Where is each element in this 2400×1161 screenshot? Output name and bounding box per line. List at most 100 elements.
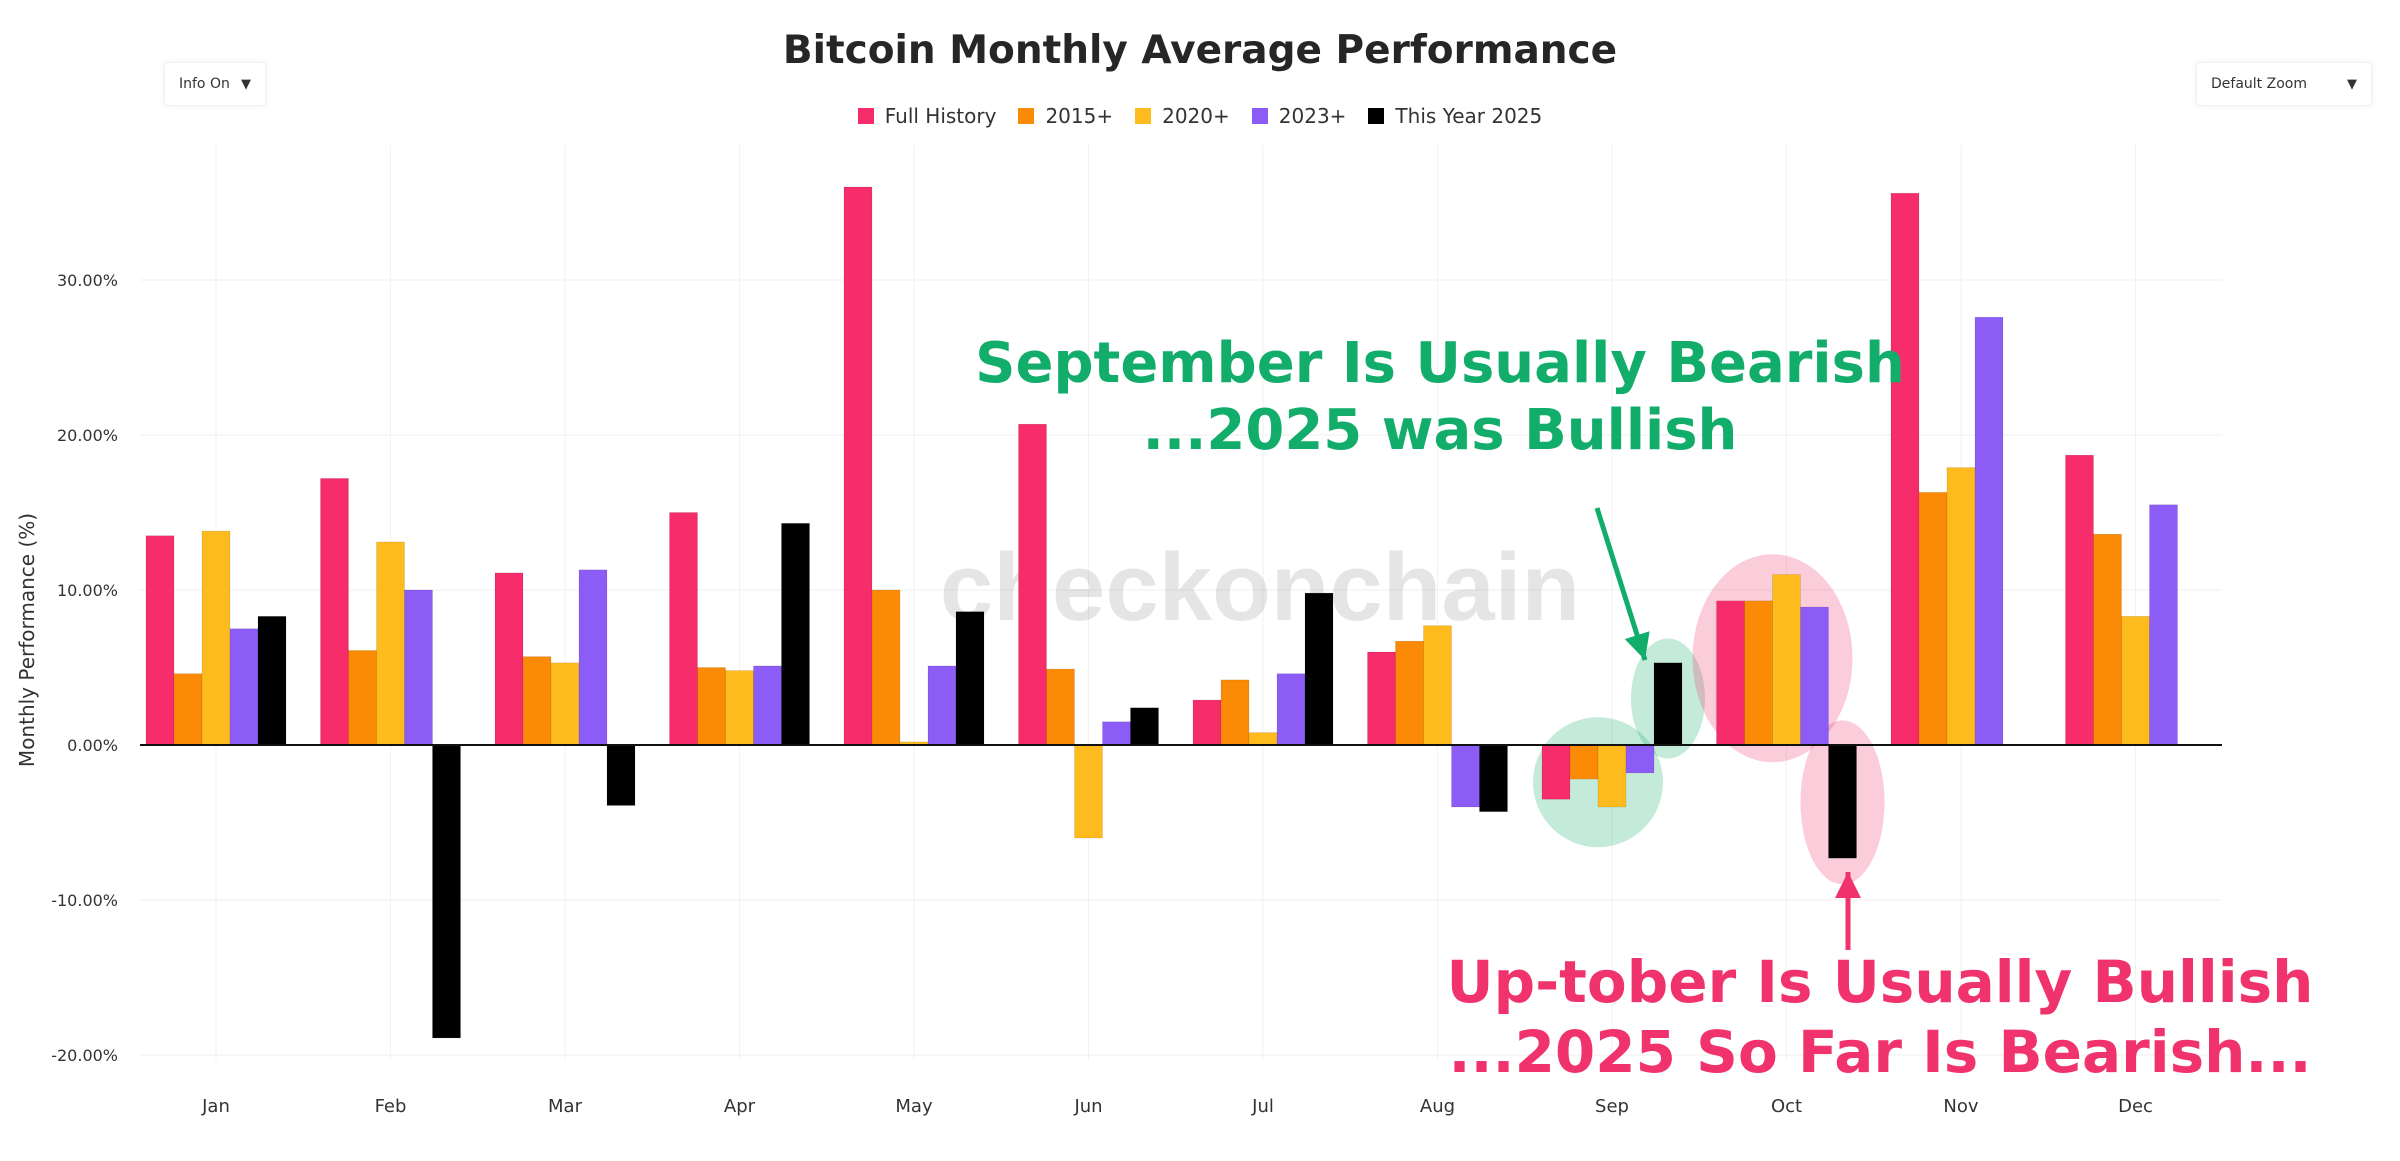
legend-item-2023[interactable]: 2023+ (1251, 104, 1347, 128)
bar-2023--jul[interactable] (1276, 673, 1306, 746)
bar-2015--mar[interactable] (522, 656, 552, 746)
y-tick-label: 20.00% (57, 426, 118, 445)
bar-full-history-aug[interactable] (1367, 651, 1396, 746)
legend-item-full-history[interactable]: Full History (857, 104, 996, 128)
x-tick-label: Jul (1251, 1096, 1274, 1117)
bar-2015--sep[interactable] (1569, 744, 1599, 780)
legend-item-this-year[interactable]: This Year 2025 (1368, 104, 1542, 128)
bar-2020--feb[interactable] (376, 541, 405, 746)
october-arrow (1835, 872, 1861, 950)
bar-full-history-oct[interactable] (1716, 600, 1745, 746)
y-axis-label: Monthly Performance (%) (15, 513, 39, 767)
bar-2023--oct[interactable] (1800, 606, 1829, 746)
september-arrow (1594, 507, 1650, 661)
bar-2023--apr[interactable] (753, 665, 782, 746)
y-tick-label: -20.00% (51, 1046, 118, 1065)
bar-this-year-2025-jul[interactable] (1304, 592, 1334, 746)
bar-full-history-may[interactable] (843, 186, 873, 746)
bar-this-year-2025-aug[interactable] (1479, 744, 1508, 812)
legend-label: This Year 2025 (1395, 104, 1543, 128)
bar-full-history-apr[interactable] (669, 512, 698, 746)
bar-2015--aug[interactable] (1395, 640, 1424, 746)
bar-this-year-2025-feb[interactable] (432, 744, 461, 1039)
bar-2015--nov[interactable] (1918, 492, 1948, 746)
legend-swatch (1368, 108, 1385, 124)
zoom-dropdown[interactable]: Default Zoom ▼ (2196, 62, 2372, 106)
bar-full-history-jun[interactable] (1018, 423, 1047, 746)
legend-item-2020[interactable]: 2020+ (1135, 104, 1230, 128)
x-tick-label: Feb (375, 1096, 407, 1117)
zoom-label: Default Zoom (2211, 76, 2307, 92)
bar-2015--apr[interactable] (697, 667, 726, 746)
chart-legend: Full History 2015+ 2020+ 2023+ This Year… (0, 104, 2400, 128)
bar-2023--aug[interactable] (1451, 744, 1480, 808)
bar-2023--sep[interactable] (1625, 744, 1655, 774)
y-tick-label: 30.00% (57, 271, 118, 290)
bar-this-year-2025-jun[interactable] (1130, 707, 1159, 746)
bar-2015--jan[interactable] (173, 673, 203, 746)
bar-2020--mar[interactable] (550, 662, 580, 746)
bar-full-history-sep[interactable] (1541, 744, 1571, 800)
bar-2020--oct[interactable] (1772, 574, 1801, 746)
chart-axes: -20.00% -10.00% 0.00% 10.00% 20.00% 30.00% Jan… (51, 271, 2153, 1117)
bar-full-history-jan[interactable] (145, 535, 175, 746)
x-tick-label: Nov (1943, 1096, 1978, 1117)
annotation-arrows (1594, 507, 1861, 950)
bar-2015--dec[interactable] (2093, 533, 2122, 746)
x-tick-label: Aug (1420, 1096, 1455, 1117)
legend-label: 2023+ (1278, 104, 1347, 128)
chart-title: Bitcoin Monthly Average Performance (782, 28, 1618, 73)
bar-this-year-2025-sep[interactable] (1653, 662, 1683, 746)
october-annotation: Up-tober Is Usually Bullish ...2025 So F… (1420, 948, 2340, 1087)
bar-2020--sep[interactable] (1597, 744, 1627, 808)
september-annotation: September Is Usually Bearish ...2025 was… (940, 330, 1940, 464)
bar-this-year-2025-jan[interactable] (257, 616, 287, 746)
bar-2015--oct[interactable] (1744, 600, 1773, 746)
bar-this-year-2025-apr[interactable] (781, 523, 810, 746)
bar-full-history-mar[interactable] (494, 572, 524, 746)
legend-swatch (1018, 108, 1035, 124)
legend-label: 2015+ (1045, 104, 1114, 128)
bar-2020--dec[interactable] (2121, 616, 2150, 746)
chevron-down-icon: ▼ (241, 76, 251, 92)
september-annotation-line-2: ...2025 was Bullish (1142, 398, 1738, 464)
info-toggle-label: Info On (179, 76, 230, 92)
legend-swatch (857, 108, 874, 124)
bar-this-year-2025-oct[interactable] (1828, 744, 1857, 859)
x-tick-label: Jun (1073, 1096, 1102, 1117)
legend-item-2015[interactable]: 2015+ (1018, 104, 1113, 128)
watermark: checkonchain (940, 534, 1580, 641)
bar-2020--nov[interactable] (1946, 467, 1976, 746)
bar-2023--feb[interactable] (404, 589, 433, 746)
bar-2023--mar[interactable] (578, 569, 608, 746)
bar-2015--jun[interactable] (1046, 668, 1075, 746)
bar-this-year-2025-may[interactable] (955, 611, 985, 746)
bar-2023--jan[interactable] (229, 628, 259, 746)
bar-2020--jul[interactable] (1248, 732, 1278, 746)
bar-2023--nov[interactable] (1974, 316, 2004, 746)
bar-this-year-2025-mar[interactable] (606, 744, 636, 806)
chevron-down-icon: ▼ (2347, 76, 2357, 92)
bar-2015--jul[interactable] (1220, 679, 1250, 746)
legend-label: 2020+ (1162, 104, 1230, 128)
bar-2023--may[interactable] (927, 665, 957, 746)
bar-2023--jun[interactable] (1102, 721, 1131, 746)
bar-full-history-jul[interactable] (1192, 699, 1222, 746)
bar-2023--dec[interactable] (2149, 504, 2178, 746)
bar-2015--feb[interactable] (348, 650, 377, 746)
bar-2020--aug[interactable] (1423, 625, 1452, 746)
bar-full-history-nov[interactable] (1890, 192, 1920, 746)
info-toggle-dropdown[interactable]: Info On ▼ (164, 62, 266, 106)
bar-2020--jun[interactable] (1074, 744, 1103, 839)
x-tick-label: Jan (201, 1096, 230, 1117)
x-tick-label: Apr (724, 1096, 756, 1117)
september-annotation-line-1: September Is Usually Bearish (975, 331, 1905, 396)
bar-2020--jan[interactable] (201, 530, 231, 746)
bar-2020--apr[interactable] (725, 670, 754, 746)
x-tick-label: Dec (2118, 1096, 2153, 1117)
bar-full-history-feb[interactable] (320, 478, 349, 746)
october-annotation-line-2: ...2025 So Far Is Bearish... (1448, 1017, 2312, 1086)
bar-2015--may[interactable] (871, 589, 901, 746)
bar-full-history-dec[interactable] (2065, 454, 2094, 746)
